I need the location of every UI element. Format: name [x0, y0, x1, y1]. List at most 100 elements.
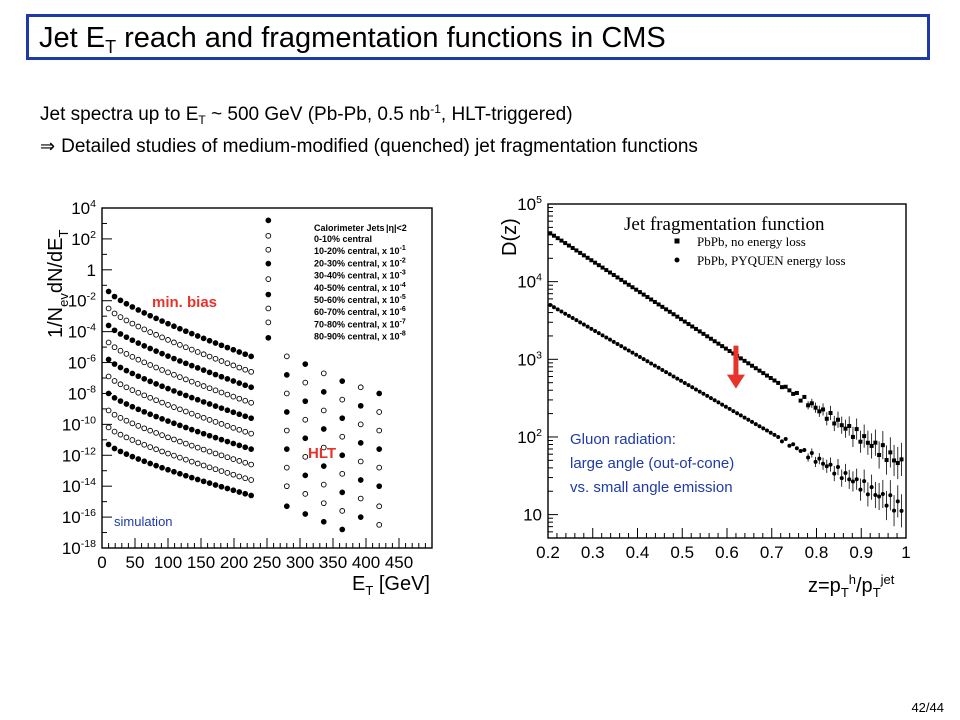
implies-arrow-icon: ⇒ [40, 136, 56, 157]
right-legend-label: PbPb, no energy loss [697, 234, 806, 249]
minbias-point [135, 423, 142, 429]
minbias-point [123, 451, 130, 457]
minbias-point [141, 326, 148, 333]
minbias-point [105, 339, 112, 346]
pyquen-point [630, 350, 635, 355]
hlt-point [357, 514, 364, 520]
minbias-point [177, 406, 183, 413]
minbias-point [194, 460, 201, 467]
no-eloss-point [645, 295, 650, 300]
minbias-point [159, 350, 165, 357]
minbias-point [141, 392, 148, 399]
pyquen-point [791, 442, 796, 447]
right-x-tick-label: 0.7 [760, 543, 784, 562]
pyquen-point [593, 329, 598, 334]
minbias-point [206, 401, 213, 407]
minbias-point [111, 293, 118, 300]
right-chart-title: Jet fragmentation function [624, 214, 825, 235]
minbias-point [123, 317, 130, 324]
left-y-tick-label: 10-4 [68, 322, 96, 342]
minbias-point [242, 351, 249, 358]
pyquen-point [884, 503, 889, 508]
minbias-point [248, 461, 255, 468]
minbias-point [194, 476, 201, 483]
pyquen-point [843, 470, 848, 475]
hlt-point [265, 305, 272, 312]
minbias-point [171, 436, 177, 443]
minbias-point [123, 351, 130, 357]
bullet-text: ~ 500 GeV (Pb-Pb, 0.5 nb [205, 104, 431, 125]
minbias-point [248, 415, 255, 422]
minbias-point [212, 387, 219, 394]
no-eloss-point [835, 417, 840, 422]
no-eloss-point [682, 319, 687, 324]
pyquen-point [862, 479, 867, 484]
minbias-point [135, 439, 142, 446]
minbias-point [117, 297, 124, 304]
minbias-point [141, 441, 148, 448]
hlt-point [357, 440, 364, 446]
minbias-point [236, 411, 243, 418]
right-x-tick-label: 1 [901, 543, 910, 562]
pyquen-point [682, 380, 687, 385]
minbias-point [111, 428, 118, 435]
minbias-point [171, 371, 177, 378]
left-x-tick-label: 400 [352, 553, 380, 572]
no-eloss-point [899, 457, 904, 462]
minbias-point [111, 445, 118, 452]
minbias-point [218, 389, 225, 396]
legend-title: Calorimeter Jets [314, 223, 385, 233]
minbias-point [218, 468, 225, 474]
hlt-point [302, 435, 309, 442]
minbias-point [111, 344, 118, 351]
hlt-point [302, 398, 309, 405]
minbias-point [236, 349, 243, 355]
pyquen-point [813, 459, 818, 464]
right-y-axis-title: D(z) [499, 218, 521, 256]
minbias-point [105, 407, 112, 414]
no-eloss-point [600, 265, 605, 270]
right-x-tick-label: 0.8 [805, 543, 829, 562]
minbias-point [123, 401, 130, 407]
pyquen-point [750, 419, 755, 424]
no-eloss-point [817, 409, 822, 414]
pyquen-point [757, 424, 762, 429]
minbias-point [165, 466, 171, 473]
hlt-label: HLT [308, 445, 336, 462]
no-eloss-point [585, 255, 590, 260]
minbias-point [129, 387, 136, 393]
minbias-point [224, 391, 231, 398]
no-eloss-point [862, 434, 867, 439]
legend-entry-label: 0-10% central [314, 234, 372, 244]
no-eloss-point [608, 270, 613, 275]
no-eloss-point [731, 351, 736, 356]
minbias-point [200, 383, 207, 389]
minbias-point [147, 394, 154, 401]
left-y-tick-label: 10-12 [62, 445, 96, 465]
hlt-point [376, 390, 383, 397]
hlt-point [302, 511, 309, 517]
pyquen-point [626, 348, 631, 353]
minbias-point [111, 310, 118, 317]
pyquen-point [880, 491, 885, 496]
hlt-point [339, 396, 346, 403]
legend-entry-label: 20-30% central, x 10-2 [314, 257, 406, 268]
minbias-point [159, 399, 165, 406]
minbias-point [194, 412, 201, 419]
pyquen-point [828, 462, 833, 467]
no-eloss-point [791, 391, 796, 396]
no-eloss-point [548, 231, 553, 236]
no-eloss-point [563, 241, 568, 246]
left-y-tick-label: 102 [71, 229, 96, 249]
pyquen-point [611, 339, 616, 344]
pyquen-point [649, 361, 654, 366]
no-eloss-point [578, 250, 583, 255]
minbias-point [117, 347, 124, 354]
left-y-tick-label: 10-18 [62, 538, 96, 558]
pyquen-point [679, 378, 684, 383]
legend-square-marker [674, 238, 680, 244]
no-eloss-point [806, 403, 811, 408]
minbias-point [224, 376, 231, 382]
minbias-point [230, 456, 237, 462]
